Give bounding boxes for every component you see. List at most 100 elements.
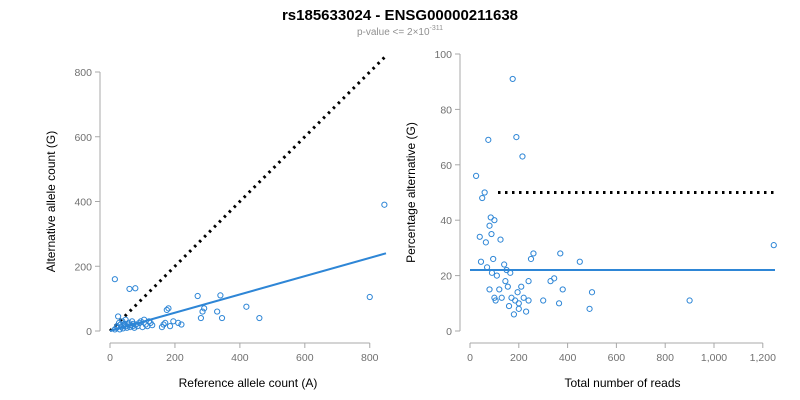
right-data-point [496, 286, 503, 293]
right-data-point [525, 278, 532, 285]
right-data-point [507, 269, 514, 276]
right-x-tick-label: 1,200 [750, 352, 776, 364]
right-data-point [512, 297, 519, 304]
right-data-point [518, 283, 525, 290]
right-data-point [586, 305, 593, 312]
left-data-point [381, 201, 388, 208]
left-data-point [126, 285, 133, 293]
left-data-point [137, 318, 144, 325]
right-data-point [547, 278, 554, 285]
right-x-tick-label: 600 [608, 352, 626, 364]
left-data-point [122, 316, 129, 323]
left-data-point [166, 323, 174, 330]
right-data-point [483, 264, 491, 271]
right-data-point [491, 217, 498, 224]
right-data-point [486, 286, 493, 293]
left-y-tick-label: 0 [86, 326, 92, 338]
right-data-point [488, 230, 495, 238]
left-data-point [111, 276, 118, 283]
left-data-point [178, 321, 185, 328]
right-data-point [519, 153, 526, 160]
left-reference-line [108, 54, 388, 333]
right-data-point [525, 297, 532, 304]
left-x-tick-label: 600 [296, 352, 314, 364]
left-data-point [194, 292, 201, 300]
left-y-tick-label: 600 [74, 132, 92, 144]
right-data-point [508, 294, 515, 301]
right-y-axis-title: Percentage alternative (G) [404, 122, 418, 263]
left-x-tick-label: 400 [231, 352, 249, 364]
left-data-point [145, 318, 153, 325]
right-data-point [520, 294, 527, 301]
right-data-point [482, 239, 489, 246]
left-data-point [218, 314, 226, 322]
left-data-point [132, 321, 140, 328]
right-data-point [523, 308, 530, 315]
left-data-point [165, 305, 172, 312]
right-data-point [551, 275, 558, 282]
left-x-tick-label: 200 [166, 352, 184, 364]
right-data-point [486, 222, 493, 229]
left-data-point [163, 306, 170, 314]
right-data-point [555, 300, 563, 307]
right-data-point [502, 278, 509, 285]
left-x-tick-label: 0 [107, 352, 113, 364]
right-x-axis-title: Total number of reads [564, 376, 680, 390]
right-data-point [504, 283, 511, 290]
right-data-point [514, 289, 521, 296]
left-data-point [199, 308, 206, 315]
right-data-point [477, 258, 485, 265]
right-data-point [576, 258, 583, 265]
right-data-point [501, 261, 508, 268]
right-data-point [497, 236, 504, 243]
left-data-point [197, 314, 205, 322]
left-data-point [131, 324, 138, 331]
right-data-point [515, 300, 522, 307]
right-data-point [493, 272, 500, 279]
right-x-tick-label: 1,000 [701, 352, 727, 364]
left-data-point [132, 285, 139, 292]
right-data-point [527, 255, 535, 263]
left-data-point [366, 293, 373, 301]
left-data-point [136, 319, 143, 327]
right-y-tick-label: 20 [440, 271, 452, 283]
chart-title: rs185633024 - ENSG00000211638 [282, 7, 518, 24]
right-data-point [513, 134, 520, 141]
right-data-point [510, 311, 518, 318]
left-data-point [115, 313, 122, 320]
right-data-point [498, 294, 505, 301]
right-data-point [481, 189, 488, 196]
right-x-tick-label: 200 [510, 352, 528, 364]
right-scatter-panel: 0 200 400 600 800 1,000 1,200 0 20 40 60 80 100 Total… [404, 49, 777, 390]
right-data-point [557, 250, 564, 257]
right-data-point [770, 242, 777, 249]
left-data-point [175, 319, 182, 327]
right-data-point [485, 136, 492, 143]
left-x-axis-title: Reference allele count (A) [179, 376, 318, 390]
right-data-point [505, 302, 513, 310]
right-data-point [487, 214, 494, 221]
right-data-point [588, 289, 596, 296]
right-y-tick-label: 100 [434, 49, 452, 61]
left-y-tick-label: 400 [74, 197, 92, 209]
right-x-tick-label: 800 [656, 352, 674, 364]
right-y-tick-label: 0 [446, 326, 452, 338]
left-data-point [149, 322, 156, 329]
subtitle-exponent: -311 [430, 25, 444, 32]
right-y-tick-label: 80 [440, 104, 452, 116]
right-data-point [686, 297, 693, 304]
right-data-point [540, 297, 547, 304]
left-data-point [160, 321, 167, 328]
chart-subtitle: p-value <= 2×10-311 [357, 25, 443, 38]
left-data-point [201, 305, 208, 312]
left-data-point [243, 303, 250, 310]
left-fit-line [109, 252, 387, 332]
left-y-axis-title: Alternative allele count (G) [44, 131, 58, 272]
left-data-point [217, 292, 224, 299]
right-data-point [559, 286, 566, 293]
left-y-tick-label: 200 [74, 261, 92, 273]
subtitle-base: p-value <= 2×10 [357, 27, 430, 38]
right-data-point [490, 255, 497, 263]
left-y-tick-label: 800 [74, 67, 92, 79]
